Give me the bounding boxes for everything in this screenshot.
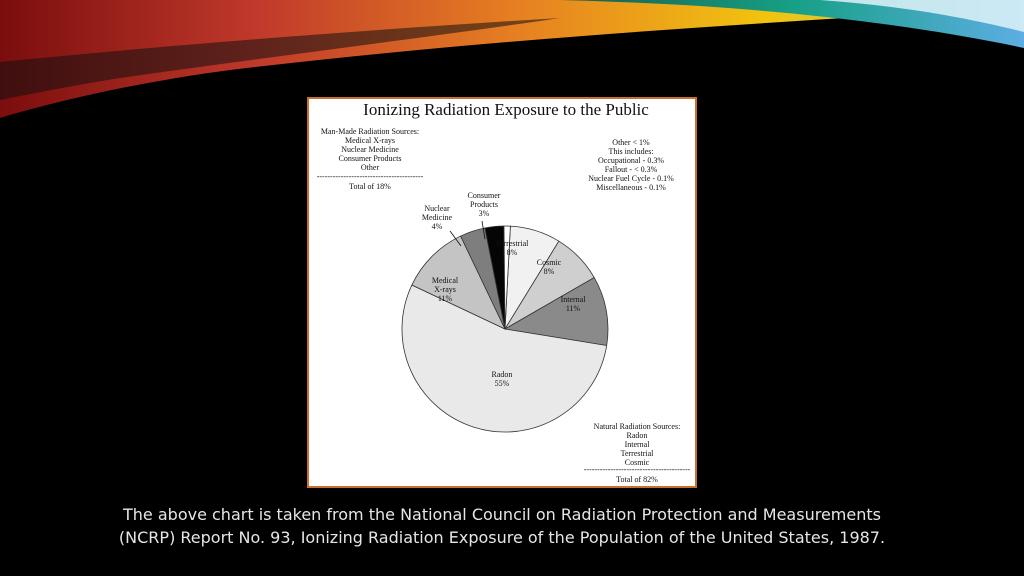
natural-heading: Natural Radiation Sources: [594,422,681,431]
decorative-banner [0,0,1024,118]
slice-label: X-rays [434,285,456,294]
natural-item: Terrestrial [621,449,655,458]
chart-title: Ionizing Radiation Exposure to the Publi… [363,100,649,119]
slice-label: Nuclear [424,204,450,213]
natural-item: Cosmic [625,458,650,467]
other-breakdown-box: Other < 1% This includes: Occupational -… [588,138,674,192]
other-line: Fallout - < 0.3% [605,165,658,174]
pie-chart: Ionizing Radiation Exposure to the Publi… [317,100,691,484]
banner-swoosh-light [820,0,1024,32]
leader-line-nuclear-medicine [449,230,462,247]
slice-label: Medicine [422,213,453,222]
slice-value-label: 55% [495,379,510,388]
slice-value-label: 11% [566,304,581,313]
slice-label: Consumer [468,191,501,200]
slice-label: Radon [492,370,513,379]
other-line: Other < 1% [612,138,650,147]
banner-swoosh-dark [0,18,560,100]
slice-label: Cosmic [537,258,562,267]
chart-figure: Ionizing Radiation Exposure to the Publi… [307,97,697,488]
natural-rule: ---------------------------------------- [584,465,691,474]
banner-swoosh-cool [560,0,1024,48]
banner-swoosh-warm [0,0,1024,118]
slice-value-label: 11% [438,294,453,303]
man-made-heading: Man-Made Radiation Sources: [321,127,419,136]
slice-value-label: 8% [544,267,555,276]
chart-caption: The above chart is taken from the Nation… [0,503,1004,549]
man-made-item: Medical X-rays [345,136,395,145]
other-line: Nuclear Fuel Cycle - 0.1% [588,174,674,183]
man-made-sources-box: Man-Made Radiation Sources: Medical X-ra… [317,127,424,191]
man-made-item: Nuclear Medicine [341,145,399,154]
man-made-item: Consumer Products [339,154,402,163]
natural-item: Radon [627,431,648,440]
leader-line-consumer-products [481,220,486,240]
pie-slice-other [503,225,511,330]
other-line: Occupational - 0.3% [598,156,664,165]
slice-value-label: 3% [479,209,490,218]
man-made-rule: ---------------------------------------- [317,172,424,181]
slice-label: Internal [561,295,587,304]
man-made-item: Other [361,163,380,172]
natural-sources-box: Natural Radiation Sources: Radon Interna… [584,422,691,484]
other-line: Miscellaneous - 0.1% [596,183,666,192]
slice-label: Medical [432,276,459,285]
caption-line-1: The above chart is taken from the Nation… [123,505,881,524]
slice-label: Terrestrial [496,239,530,248]
slice-value-label: 8% [507,248,518,257]
man-made-total: Total of 18% [349,182,391,191]
slice-label: Products [470,200,498,209]
pie-slice-internal [503,277,609,346]
natural-total: Total of 82% [616,475,658,484]
pie-slice-radon [401,284,608,433]
pie-slice-medical-x-rays [411,235,506,330]
slice-value-label: 4% [432,222,443,231]
natural-item: Internal [625,440,651,449]
caption-line-2: (NCRP) Report No. 93, Ionizing Radiation… [118,528,886,547]
other-line: This includes: [608,147,653,156]
